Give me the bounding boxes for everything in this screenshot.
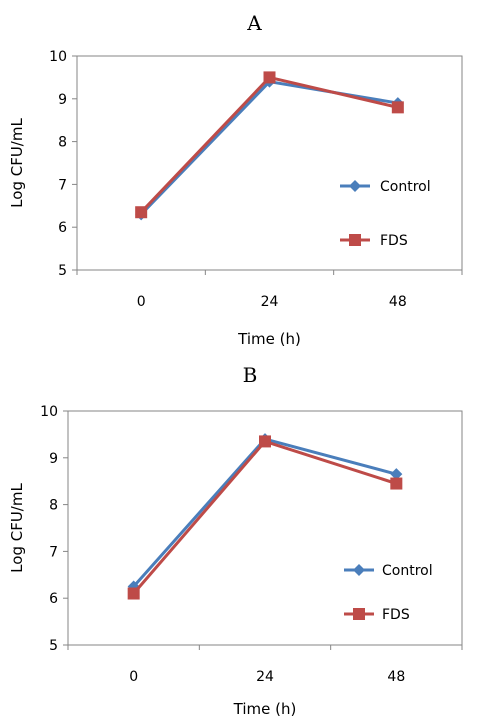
legend-label-fds: FDS xyxy=(380,233,408,249)
y-tick-label: 10 xyxy=(40,404,58,420)
y-tick-label: 6 xyxy=(58,220,67,236)
x-tick-label: 48 xyxy=(389,294,407,310)
y-tick-label: 5 xyxy=(58,263,67,279)
x-tick-label: 0 xyxy=(129,669,138,685)
plot-area xyxy=(76,55,463,271)
legend-label-fds: FDS xyxy=(382,607,410,623)
y-tick-label: 9 xyxy=(58,92,67,108)
y-tick-label: 7 xyxy=(58,177,67,193)
y-tick-label: 7 xyxy=(49,544,58,560)
x-tick-label: 48 xyxy=(387,669,405,685)
legend-marker-fds xyxy=(349,234,361,246)
x-tick-label: 24 xyxy=(256,669,274,685)
panel-title: A xyxy=(246,11,262,35)
legend-marker-control xyxy=(353,564,365,576)
y-tick-label: 8 xyxy=(58,135,67,151)
y-tick-label: 9 xyxy=(49,451,58,467)
y-tick-label: 8 xyxy=(49,498,58,514)
y-tick-label: 6 xyxy=(49,591,58,607)
legend-marker-control xyxy=(349,180,361,192)
data-point-fds xyxy=(127,587,140,600)
y-axis-title: Log CFU/mL xyxy=(8,483,26,573)
chart-panel-a: A 5 6 7 8 9 10 0 24 48 Time (h) Log CFU/mL Control FD… xyxy=(8,11,463,348)
y-tick-label: 5 xyxy=(49,638,58,654)
data-point-fds xyxy=(135,206,148,219)
x-axis-title: Time (h) xyxy=(237,330,301,348)
data-point-fds xyxy=(259,435,271,448)
legend-marker-fds xyxy=(353,608,365,620)
data-point-control xyxy=(390,468,403,481)
y-tick-label: 10 xyxy=(49,49,67,65)
x-tick-label: 0 xyxy=(137,294,146,310)
y-axis-title: Log CFU/mL xyxy=(8,118,26,208)
legend-label-control: Control xyxy=(382,563,433,579)
data-point-fds xyxy=(263,71,276,84)
data-point-fds xyxy=(391,101,404,114)
data-point-fds xyxy=(390,477,403,490)
x-tick-label: 24 xyxy=(261,294,279,310)
x-axis-title: Time (h) xyxy=(233,700,297,718)
panel-title: B xyxy=(243,363,258,387)
chart-panel-b: B 5 6 7 8 9 10 0 24 48 Time (h) Log CFU/mL Control FD… xyxy=(8,363,463,718)
legend-label-control: Control xyxy=(380,179,431,195)
plot-area xyxy=(67,410,463,646)
